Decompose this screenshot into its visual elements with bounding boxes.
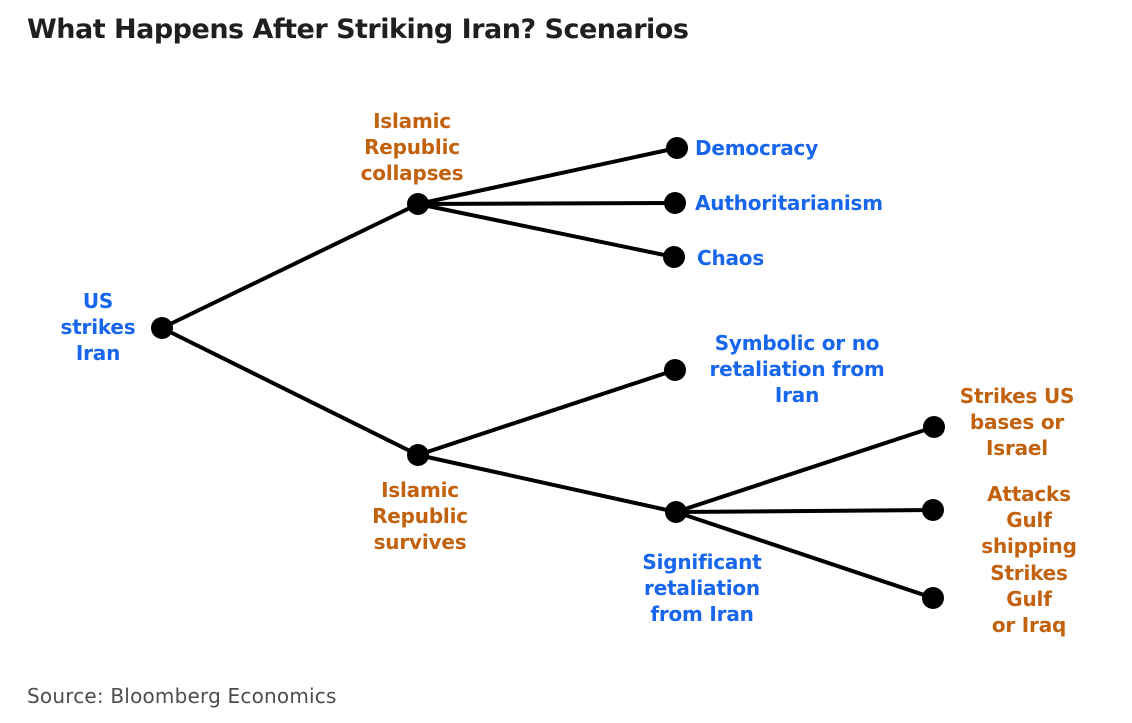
edge-collapses-authoritarianism: [416, 201, 677, 206]
node-chaos: [663, 246, 685, 268]
node-survives: [407, 444, 429, 466]
source-attribution: Source: Bloomberg Economics: [27, 684, 337, 708]
label-democracy: Democracy: [695, 136, 819, 160]
label-us-strikes-iran: US strikes Iran: [60, 289, 136, 365]
label-strikes-gulf-iraq: Strikes Gulf or Iraq: [990, 561, 1068, 637]
node-authoritarianism: [664, 192, 686, 214]
node-strikes-us: [923, 416, 945, 438]
label-authoritarianism: Authoritarianism: [695, 191, 883, 215]
edge-collapses-chaos: [416, 202, 676, 259]
node-collapses: [407, 193, 429, 215]
node-democracy: [666, 137, 688, 159]
label-chaos: Chaos: [697, 246, 765, 270]
node-significant: [665, 501, 687, 523]
label-strikes-us-bases: Strikes US bases or Israel: [959, 384, 1075, 460]
node-attacks-gulf: [922, 499, 944, 521]
chart-title: What Happens After Striking Iran? Scenar…: [27, 14, 689, 45]
edge-collapses-democracy: [416, 146, 679, 206]
label-republic-survives: Islamic Republic survives: [372, 478, 468, 554]
edge-root-survives: [160, 326, 420, 457]
node-strikes-gulf: [922, 587, 944, 609]
node-root: [151, 317, 173, 339]
edge-significant-strikes-gulf: [674, 510, 935, 600]
edge-significant-attacks-gulf: [674, 508, 935, 514]
edge-root-collapses: [160, 202, 420, 330]
label-republic-collapses: Islamic Republic collapses: [360, 109, 464, 185]
edge-survives-symbolic: [416, 368, 677, 457]
node-symbolic: [664, 359, 686, 381]
label-symbolic-retaliation: Symbolic or no retaliation from Iran: [709, 331, 885, 407]
label-attacks-gulf-shipping: Attacks Gulf shipping: [981, 482, 1077, 558]
edge-survives-significant: [416, 453, 678, 514]
label-significant-retaliation: Significant retaliation from Iran: [642, 550, 762, 626]
edge-significant-strikes-us: [674, 425, 936, 514]
